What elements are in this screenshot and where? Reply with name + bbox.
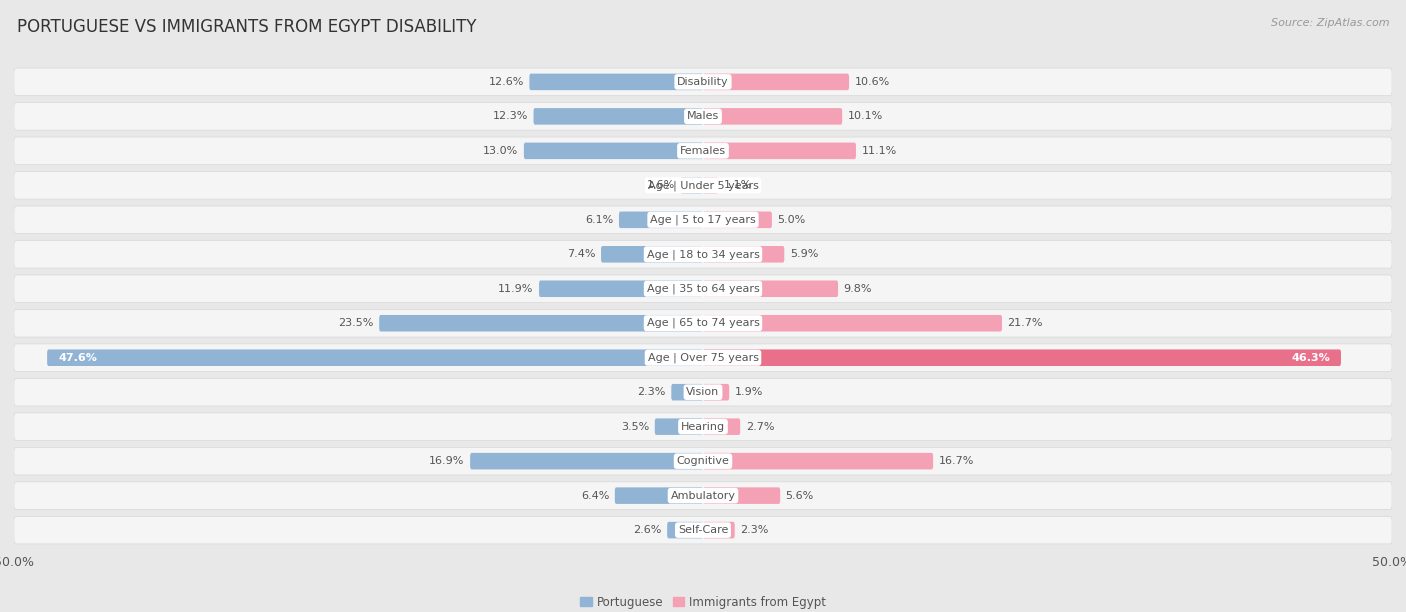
- FancyBboxPatch shape: [703, 177, 718, 193]
- FancyBboxPatch shape: [14, 171, 1392, 199]
- FancyBboxPatch shape: [533, 108, 703, 125]
- Text: 47.6%: 47.6%: [58, 353, 97, 363]
- Text: 6.1%: 6.1%: [585, 215, 613, 225]
- FancyBboxPatch shape: [530, 73, 703, 90]
- Text: Age | 35 to 64 years: Age | 35 to 64 years: [647, 283, 759, 294]
- FancyBboxPatch shape: [703, 246, 785, 263]
- FancyBboxPatch shape: [14, 137, 1392, 165]
- FancyBboxPatch shape: [703, 487, 780, 504]
- Text: 5.0%: 5.0%: [778, 215, 806, 225]
- Text: 11.1%: 11.1%: [862, 146, 897, 156]
- Text: Age | Under 5 years: Age | Under 5 years: [648, 180, 758, 190]
- FancyBboxPatch shape: [470, 453, 703, 469]
- FancyBboxPatch shape: [14, 517, 1392, 544]
- Text: 7.4%: 7.4%: [567, 249, 596, 259]
- Text: Age | 18 to 34 years: Age | 18 to 34 years: [647, 249, 759, 259]
- FancyBboxPatch shape: [14, 103, 1392, 130]
- FancyBboxPatch shape: [600, 246, 703, 263]
- Text: 12.6%: 12.6%: [488, 77, 524, 87]
- Text: 2.3%: 2.3%: [637, 387, 666, 397]
- Text: Ambulatory: Ambulatory: [671, 491, 735, 501]
- Text: 9.8%: 9.8%: [844, 284, 872, 294]
- FancyBboxPatch shape: [703, 280, 838, 297]
- Text: 16.7%: 16.7%: [939, 456, 974, 466]
- Text: 1.1%: 1.1%: [724, 181, 752, 190]
- Text: 6.4%: 6.4%: [581, 491, 609, 501]
- Text: Age | Over 75 years: Age | Over 75 years: [648, 353, 758, 363]
- Text: Females: Females: [681, 146, 725, 156]
- FancyBboxPatch shape: [703, 384, 730, 400]
- FancyBboxPatch shape: [14, 206, 1392, 234]
- Text: Males: Males: [688, 111, 718, 121]
- FancyBboxPatch shape: [703, 315, 1002, 332]
- FancyBboxPatch shape: [703, 108, 842, 125]
- Text: 10.6%: 10.6%: [855, 77, 890, 87]
- FancyBboxPatch shape: [703, 73, 849, 90]
- FancyBboxPatch shape: [14, 447, 1392, 475]
- Text: 5.9%: 5.9%: [790, 249, 818, 259]
- Text: PORTUGUESE VS IMMIGRANTS FROM EGYPT DISABILITY: PORTUGUESE VS IMMIGRANTS FROM EGYPT DISA…: [17, 18, 477, 36]
- FancyBboxPatch shape: [14, 378, 1392, 406]
- FancyBboxPatch shape: [703, 522, 735, 539]
- FancyBboxPatch shape: [703, 143, 856, 159]
- Text: 16.9%: 16.9%: [429, 456, 464, 466]
- Text: 3.5%: 3.5%: [621, 422, 650, 431]
- Text: 13.0%: 13.0%: [484, 146, 519, 156]
- Text: 2.3%: 2.3%: [740, 525, 769, 535]
- Text: 1.6%: 1.6%: [647, 181, 675, 190]
- FancyBboxPatch shape: [48, 349, 703, 366]
- FancyBboxPatch shape: [14, 68, 1392, 95]
- FancyBboxPatch shape: [14, 241, 1392, 268]
- Text: 2.7%: 2.7%: [745, 422, 775, 431]
- FancyBboxPatch shape: [14, 344, 1392, 371]
- FancyBboxPatch shape: [14, 275, 1392, 302]
- Text: Self-Care: Self-Care: [678, 525, 728, 535]
- Text: 21.7%: 21.7%: [1008, 318, 1043, 328]
- Text: Source: ZipAtlas.com: Source: ZipAtlas.com: [1271, 18, 1389, 28]
- FancyBboxPatch shape: [619, 212, 703, 228]
- FancyBboxPatch shape: [703, 453, 934, 469]
- Legend: Portuguese, Immigrants from Egypt: Portuguese, Immigrants from Egypt: [579, 595, 827, 608]
- Text: 23.5%: 23.5%: [339, 318, 374, 328]
- Text: Cognitive: Cognitive: [676, 456, 730, 466]
- Text: 11.9%: 11.9%: [498, 284, 533, 294]
- FancyBboxPatch shape: [524, 143, 703, 159]
- FancyBboxPatch shape: [14, 413, 1392, 441]
- FancyBboxPatch shape: [14, 310, 1392, 337]
- FancyBboxPatch shape: [538, 280, 703, 297]
- Text: Hearing: Hearing: [681, 422, 725, 431]
- FancyBboxPatch shape: [14, 482, 1392, 509]
- Text: Vision: Vision: [686, 387, 720, 397]
- Text: Disability: Disability: [678, 77, 728, 87]
- FancyBboxPatch shape: [703, 349, 1341, 366]
- Text: 5.6%: 5.6%: [786, 491, 814, 501]
- FancyBboxPatch shape: [703, 419, 740, 435]
- Text: 46.3%: 46.3%: [1291, 353, 1330, 363]
- Text: 2.6%: 2.6%: [633, 525, 662, 535]
- FancyBboxPatch shape: [671, 384, 703, 400]
- Text: Age | 5 to 17 years: Age | 5 to 17 years: [650, 215, 756, 225]
- FancyBboxPatch shape: [614, 487, 703, 504]
- Text: 1.9%: 1.9%: [735, 387, 763, 397]
- Text: 12.3%: 12.3%: [492, 111, 529, 121]
- FancyBboxPatch shape: [668, 522, 703, 539]
- FancyBboxPatch shape: [681, 177, 703, 193]
- FancyBboxPatch shape: [655, 419, 703, 435]
- Text: 10.1%: 10.1%: [848, 111, 883, 121]
- FancyBboxPatch shape: [703, 212, 772, 228]
- Text: Age | 65 to 74 years: Age | 65 to 74 years: [647, 318, 759, 329]
- FancyBboxPatch shape: [380, 315, 703, 332]
